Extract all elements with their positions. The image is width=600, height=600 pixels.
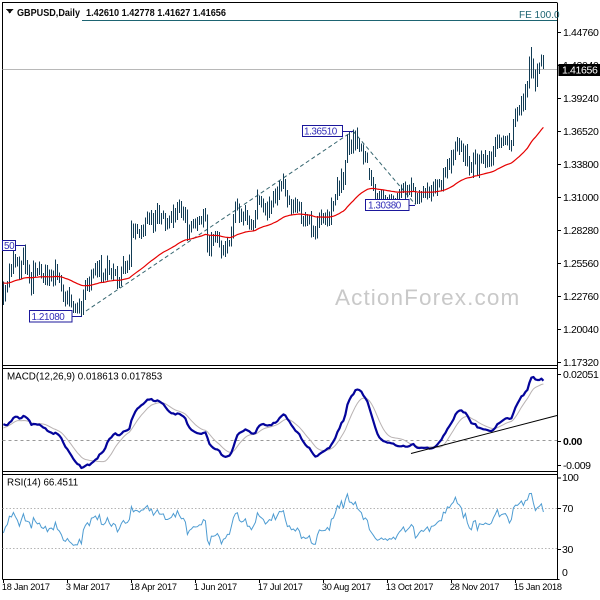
svg-text:30: 30: [562, 544, 573, 556]
svg-text:28 Nov 2017: 28 Nov 2017: [450, 582, 499, 592]
svg-text:1 Jun 2017: 1 Jun 2017: [194, 582, 237, 592]
svg-text:1.44760: 1.44760: [563, 27, 599, 39]
svg-text:RSI(14) 66.4511: RSI(14) 66.4511: [7, 478, 78, 489]
svg-text:50: 50: [4, 241, 15, 252]
svg-text:13 Oct 2017: 13 Oct 2017: [386, 582, 433, 592]
svg-text:30 Aug 2017: 30 Aug 2017: [322, 582, 371, 592]
svg-text:1.39240: 1.39240: [563, 93, 599, 105]
svg-text:3 Mar 2017: 3 Mar 2017: [66, 582, 110, 592]
svg-text:70: 70: [562, 503, 573, 515]
svg-text:1.28280: 1.28280: [563, 225, 599, 237]
svg-text:1.36510: 1.36510: [304, 127, 338, 138]
svg-text:1.20040: 1.20040: [563, 324, 599, 336]
svg-text:1.41656: 1.41656: [562, 65, 598, 77]
svg-text:1.33800: 1.33800: [563, 159, 599, 171]
svg-text:18 Jan 2017: 18 Jan 2017: [2, 582, 50, 592]
svg-text:100: 100: [562, 472, 579, 484]
svg-text:0.02051: 0.02051: [563, 369, 599, 381]
svg-text:1.30380: 1.30380: [368, 201, 402, 212]
svg-text:1.25560: 1.25560: [563, 258, 599, 270]
svg-text:1.17320: 1.17320: [563, 357, 599, 369]
svg-text:GBPUSD,Daily: GBPUSD,Daily: [17, 7, 80, 19]
svg-text:18 Apr 2017: 18 Apr 2017: [130, 582, 177, 592]
svg-text:15 Jan 2018: 15 Jan 2018: [514, 582, 562, 592]
svg-text:1.42610 1.42778 1.41627 1.4165: 1.42610 1.42778 1.41627 1.41656: [86, 7, 226, 19]
svg-text:1.22760: 1.22760: [563, 291, 599, 303]
svg-text:MACD(12,26,9) 0.018613 0.01785: MACD(12,26,9) 0.018613 0.017853: [7, 372, 163, 383]
svg-text:0: 0: [562, 567, 568, 579]
svg-text:FE 100.0: FE 100.0: [519, 10, 560, 21]
svg-text:-0.009: -0.009: [563, 460, 591, 472]
svg-text:1.31000: 1.31000: [563, 192, 599, 204]
svg-text:1.21080: 1.21080: [32, 312, 66, 323]
svg-text:0.00: 0.00: [563, 436, 583, 448]
svg-text:1.36520: 1.36520: [563, 126, 599, 138]
svg-text:17 Jul 2017: 17 Jul 2017: [258, 582, 303, 592]
svg-text:ActionForex.com: ActionForex.com: [335, 285, 520, 310]
